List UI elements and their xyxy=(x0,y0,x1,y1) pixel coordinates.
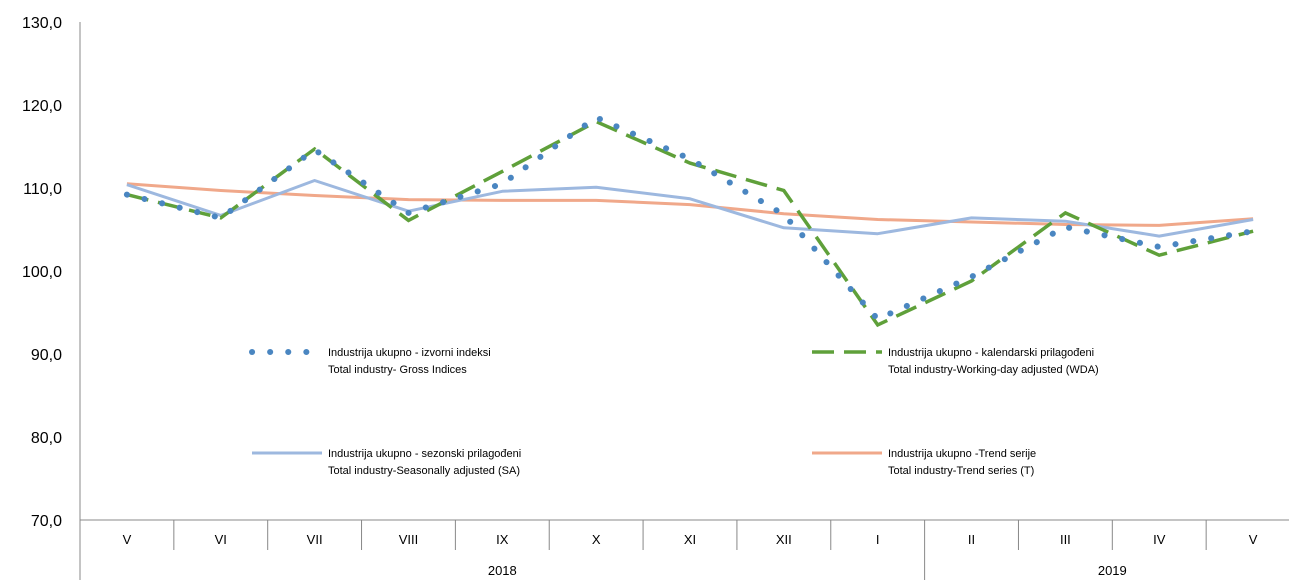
x-tick-label: IV xyxy=(1153,532,1166,547)
legend-sa-line2: Total industry-Seasonally adjusted (SA) xyxy=(328,465,520,477)
x-tick-label: III xyxy=(1060,532,1071,547)
x-tick-label: XII xyxy=(776,532,792,547)
x-tick-label: XI xyxy=(684,532,696,547)
legend-gross-line2: Total industry- Gross Indices xyxy=(328,364,467,376)
legend-wda-line2: Total industry-Working-day adjusted (WDA… xyxy=(888,364,1099,376)
legend-wda-line1: Industrija ukupno - kalendarski prilagođ… xyxy=(888,347,1094,359)
y-tick-label: 120,0 xyxy=(22,98,62,115)
x-tick-label: VIII xyxy=(399,532,419,547)
series-line-trend xyxy=(126,182,1254,227)
y-tick-label: 70,0 xyxy=(31,513,62,530)
legend-sa-line1: Industrija ukupno - sezonski prilagođeni xyxy=(328,448,521,460)
series-line-gross xyxy=(123,113,1257,323)
y-tick-label: 100,0 xyxy=(22,264,62,281)
series-line-wda xyxy=(126,119,1254,328)
x-tick-label: VII xyxy=(307,532,323,547)
legend-entry-gross: Industrija ukupno - izvorni indeksi Tota… xyxy=(249,347,491,376)
x-year-label: 2019 xyxy=(1098,563,1127,578)
legend-trend-line2: Total industry-Trend series (T) xyxy=(888,465,1034,477)
legend-trend-line1: Industrija ukupno -Trend serije xyxy=(888,448,1036,460)
legend-entry-trend: Industrija ukupno -Trend serije Total in… xyxy=(812,448,1036,477)
x-tick-label: V xyxy=(1249,532,1258,547)
y-tick-label: 110,0 xyxy=(23,181,62,198)
legend: Industrija ukupno - izvorni indeksi Tota… xyxy=(249,347,1099,477)
legend-entry-wda: Industrija ukupno - kalendarski prilagođ… xyxy=(812,347,1099,376)
x-tick-label: V xyxy=(123,532,132,547)
legend-gross-line1: Industrija ukupno - izvorni indeksi xyxy=(328,347,491,359)
series-layer xyxy=(123,113,1257,328)
x-tick-label: IX xyxy=(496,532,509,547)
x-year-label: 2018 xyxy=(488,563,517,578)
y-tick-label: 90,0 xyxy=(31,347,62,364)
legend-entry-sa: Industrija ukupno - sezonski prilagođeni… xyxy=(252,448,521,477)
y-tick-labels: 70,0 80,0 90,0 100,0 110,0 120,0 130,0 xyxy=(22,15,62,530)
x-tick-label: I xyxy=(876,532,880,547)
y-tick-label: 130,0 xyxy=(22,15,62,32)
x-tick-label: VI xyxy=(215,532,227,547)
y-tick-label: 80,0 xyxy=(31,430,62,447)
series-line-sa xyxy=(126,179,1254,238)
x-tick-label: II xyxy=(968,532,975,547)
x-tick-label: X xyxy=(592,532,601,547)
